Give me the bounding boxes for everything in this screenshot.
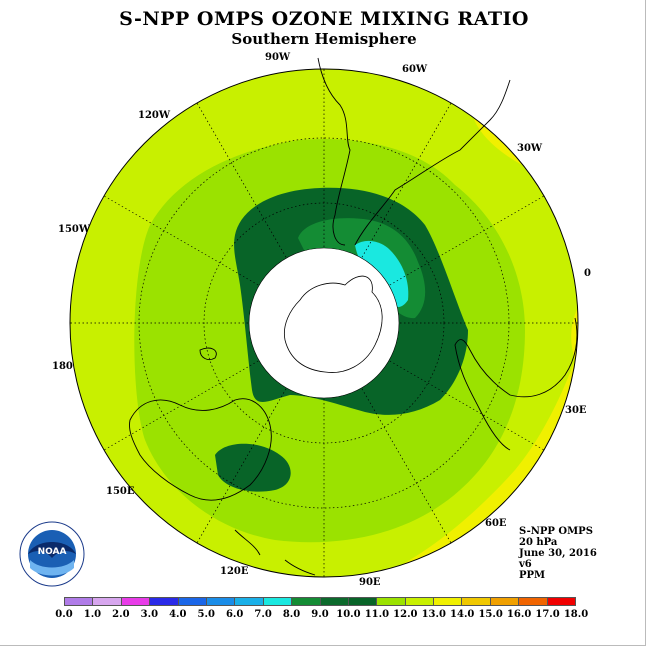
- colorbar-tick-label: 11.0: [364, 609, 390, 620]
- colorbar-tick-label: 15.0: [478, 609, 503, 620]
- lon-label-60w: 60W: [402, 64, 428, 75]
- colorbar-tick-label: 12.0: [393, 609, 418, 620]
- colorbar: [64, 597, 576, 606]
- colorbar-segment: [547, 598, 576, 605]
- lon-label-30w: 30W: [517, 143, 543, 154]
- meridian-line: [196, 388, 287, 544]
- colorbar-tick-label: 5.0: [197, 609, 215, 620]
- logo-bird: [28, 542, 76, 558]
- polar-night-mask: [248, 247, 400, 399]
- colorbar-tick-label: 14.0: [450, 609, 475, 620]
- page-subtitle: Southern Hemisphere: [231, 30, 417, 48]
- lon-label-120w: 120W: [138, 110, 171, 121]
- lon-label-30e: 30E: [565, 405, 587, 416]
- lon-label-60e: 60E: [485, 518, 507, 529]
- colorbar-tick-label: 2.0: [112, 609, 130, 620]
- island-coast: [199, 347, 217, 361]
- logo-text: NOAA: [38, 547, 67, 557]
- south-america-west-coast: [317, 57, 351, 246]
- ozone-band-7-8: [355, 240, 409, 308]
- colorbar-tick-label: 9.0: [311, 609, 329, 620]
- info-version: v6: [519, 559, 532, 570]
- colorbar-tick-label: 8.0: [282, 609, 301, 620]
- colorbar-tick-label: 18.0: [563, 609, 589, 620]
- coastlines: [129, 57, 578, 576]
- graticule: [70, 69, 578, 577]
- colorbar-segment: [292, 598, 321, 605]
- colorbar-segment: [235, 598, 264, 605]
- meridian-line: [389, 195, 545, 286]
- colorbar-tick-label: 1.0: [83, 609, 102, 620]
- info-block: S-NPP OMPS 20 hPa June 30, 2016 v6 PPM: [519, 526, 597, 581]
- meridian-line: [103, 360, 259, 451]
- colorbar-segment: [206, 598, 236, 605]
- colorbar-segment: [348, 598, 378, 605]
- meridian-line: [196, 102, 287, 258]
- page-title: S-NPP OMPS OZONE MIXING RATIO: [119, 8, 529, 30]
- new-zealand-coast: [234, 529, 261, 556]
- meridian-line: [361, 102, 452, 258]
- colorbar-segment: [65, 598, 94, 605]
- colorbar-segment: [178, 598, 207, 605]
- colorbar-tick-label: 7.0: [254, 609, 272, 620]
- new-zealand-coast-2: [284, 559, 316, 576]
- colorbar-segment: [490, 598, 520, 605]
- lon-label-150w: 150W: [58, 224, 91, 235]
- lon-label-180: 180: [52, 361, 73, 372]
- lon-label-120e: 120E: [220, 566, 249, 577]
- antarctica-coast: [283, 275, 383, 373]
- colorbar-segment: [93, 598, 122, 605]
- colorbar-segment: [121, 598, 151, 605]
- map-border: [69, 68, 579, 578]
- colorbar-tick-label: 6.0: [225, 609, 244, 620]
- south-america-east-coast: [354, 79, 511, 246]
- info-date: June 30, 2016: [519, 548, 597, 559]
- colorbar-segment: [462, 598, 491, 605]
- colorbar-tick-label: 3.0: [140, 609, 159, 620]
- colorbar-tick-label: 13.0: [421, 609, 446, 620]
- meridian-line: [361, 388, 452, 544]
- meridian-line: [103, 195, 259, 286]
- colorbar-tick-label: 4.0: [169, 609, 187, 620]
- colorbar-tick-label: 17.0: [535, 609, 560, 620]
- info-units: PPM: [519, 570, 546, 581]
- lon-label-90e: 90E: [359, 577, 381, 588]
- lon-label-150e: 150E: [106, 486, 135, 497]
- meridian-line: [389, 360, 545, 451]
- colorbar-segment: [405, 598, 435, 605]
- colorbar-tick-label: 10.0: [336, 609, 361, 620]
- colorbar-segment: [150, 598, 179, 605]
- lon-label-0: 0: [584, 268, 591, 279]
- colorbar-segment: [263, 598, 293, 605]
- info-instrument: S-NPP OMPS: [519, 526, 593, 537]
- colorbar-segment: [434, 598, 463, 605]
- logo-wave: [30, 560, 74, 576]
- colorbar-segment: [377, 598, 406, 605]
- noaa-logo-icon: NOAA: [19, 521, 85, 587]
- colorbar-tick-label: 16.0: [506, 609, 532, 620]
- info-level: 20 hPa: [519, 537, 558, 548]
- colorbar-segment: [320, 598, 349, 605]
- africa-coast: [454, 317, 578, 451]
- lon-label-90w: 90W: [265, 52, 291, 63]
- australia-coast: [129, 398, 272, 501]
- colorbar-tick-label: 0.0: [55, 609, 73, 620]
- colorbar-segment: [519, 598, 548, 605]
